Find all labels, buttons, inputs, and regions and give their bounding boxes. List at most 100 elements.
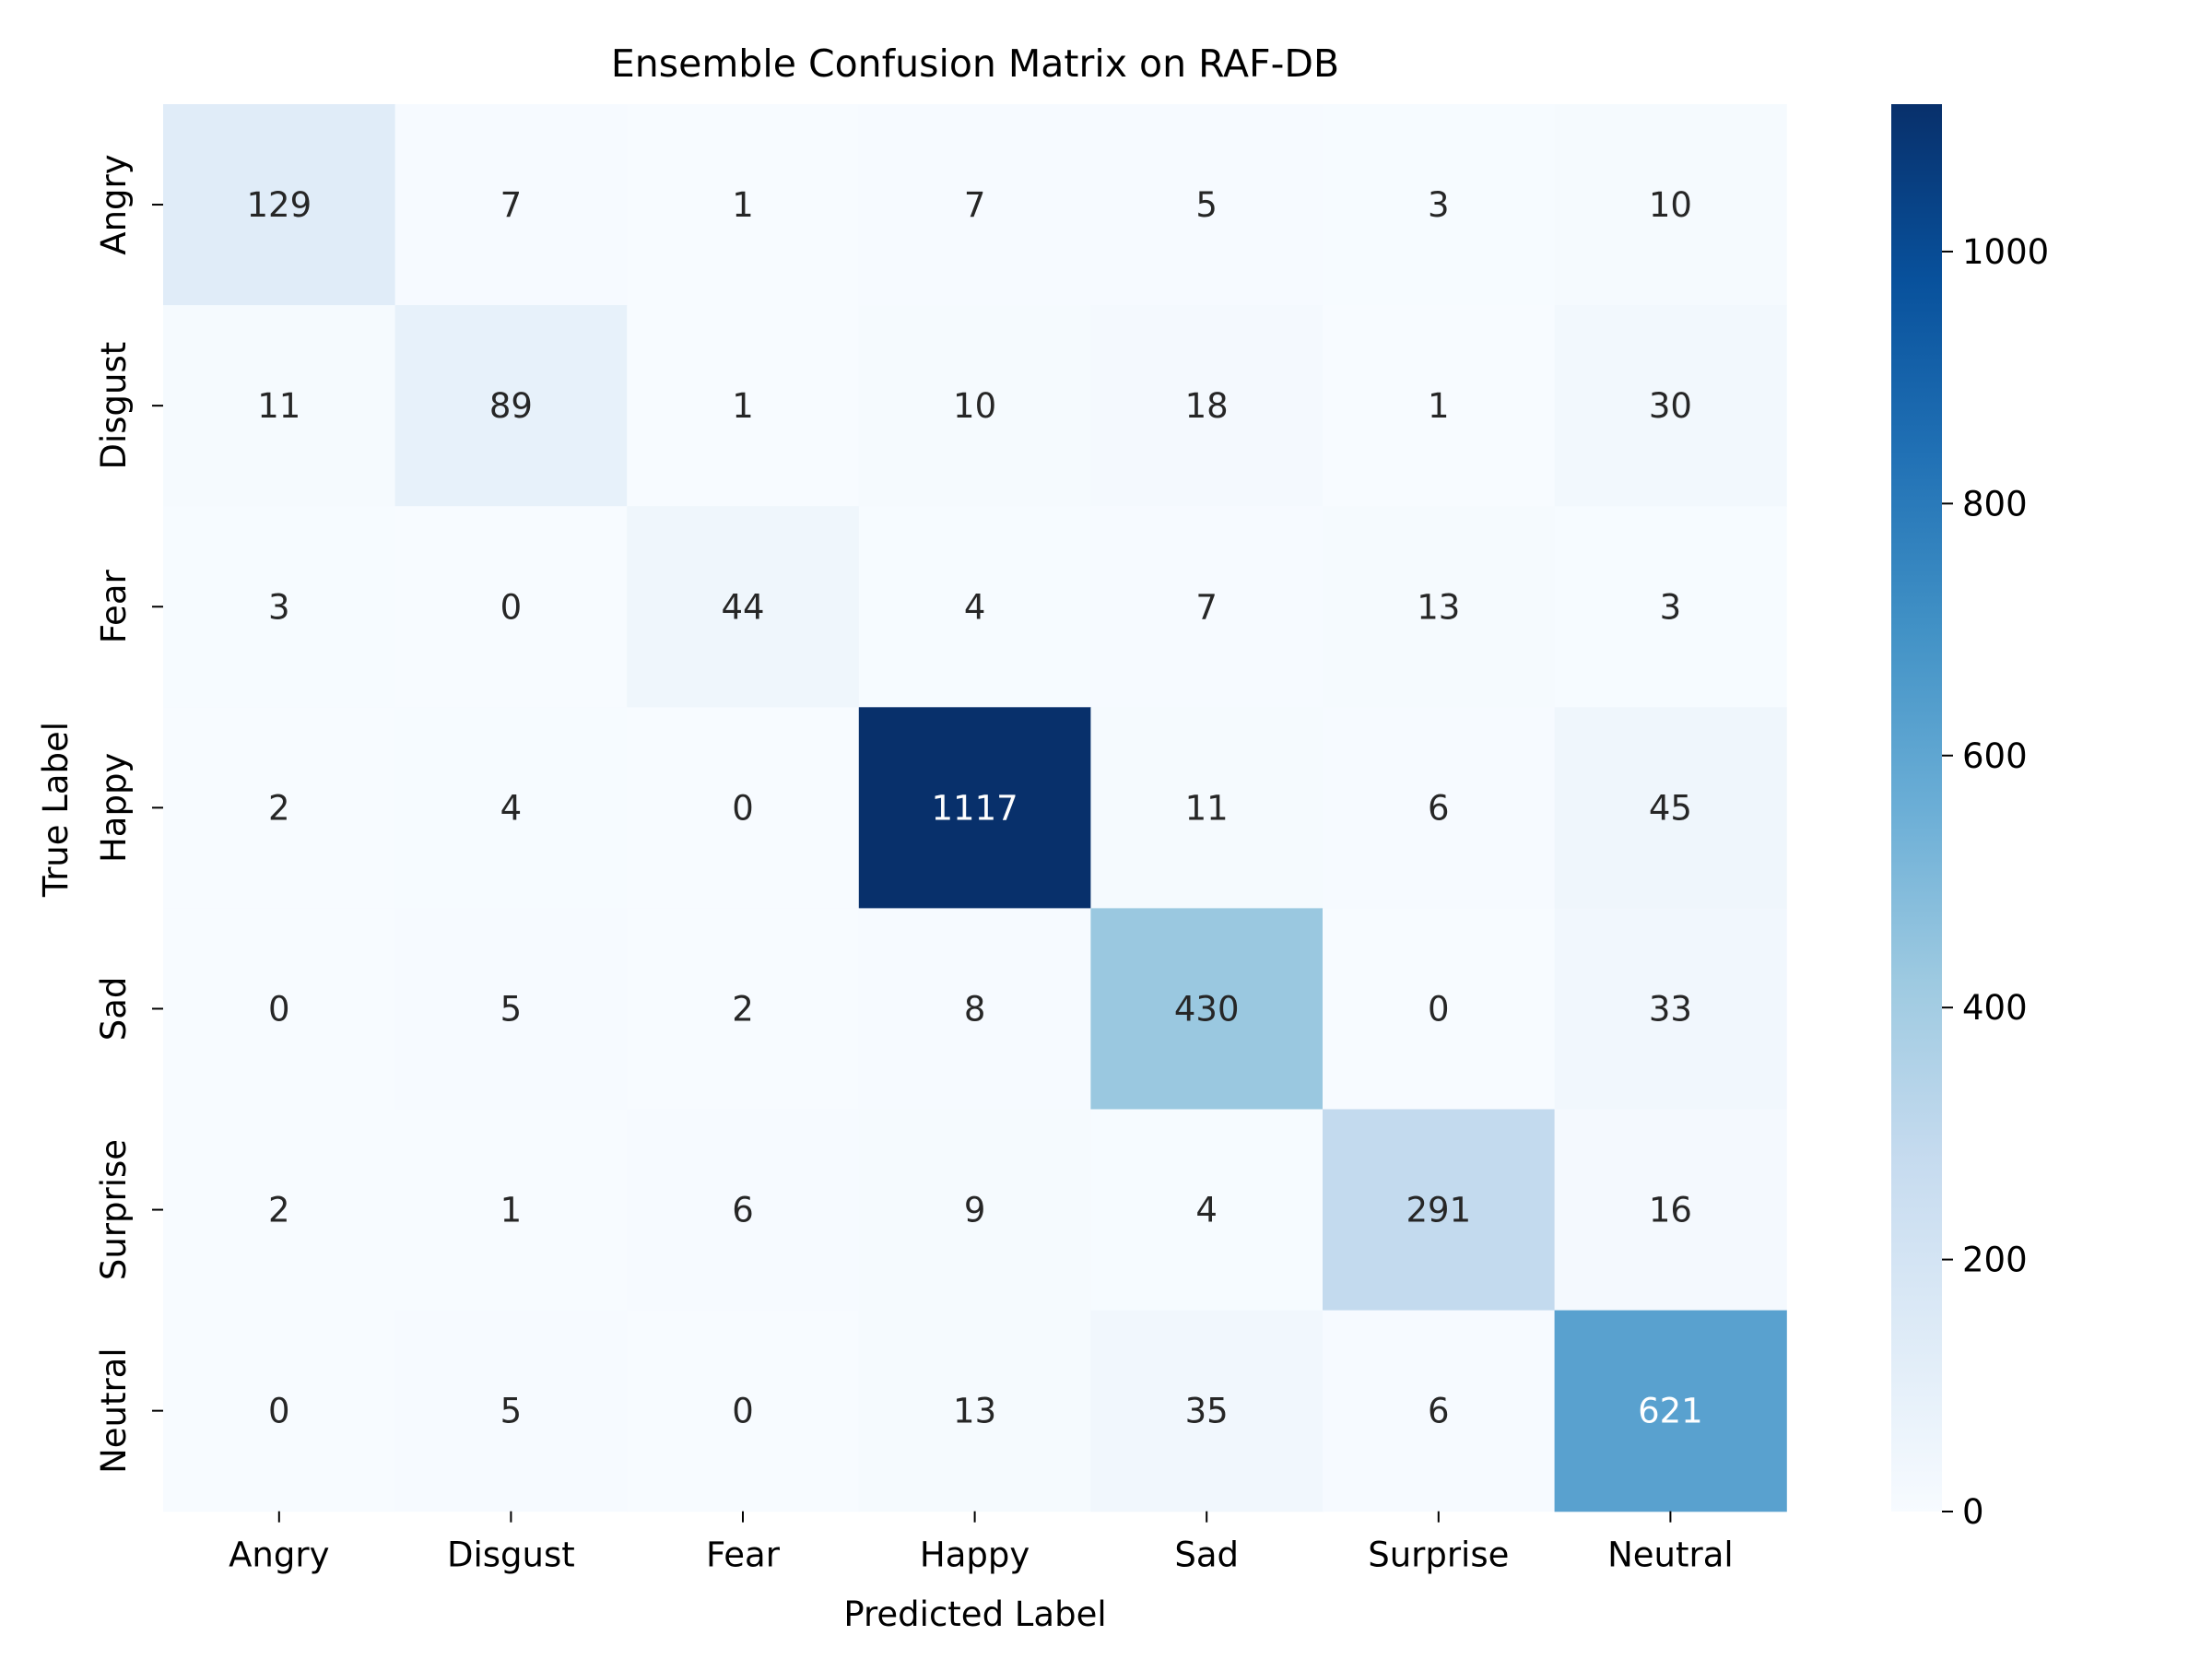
heatmap-cell [163,707,396,909]
cell-value-label: 35 [1185,1392,1229,1431]
heatmap-cell [163,1310,396,1512]
heatmap-cell [1554,707,1787,909]
cell-value-label: 5 [500,1392,523,1431]
heatmap-cell [1554,506,1787,708]
heatmap-cell [858,506,1091,708]
y-tick-label: Disgust [94,342,134,470]
heatmap-cell [1090,908,1324,1111]
heatmap-cell [394,104,628,306]
heatmap-cell [394,1310,628,1512]
y-tick-label: Sad [94,977,134,1041]
heatmap-cell [1323,104,1556,306]
cell-value-label: 18 [1185,386,1229,426]
heatmap-cell [1323,305,1556,507]
cell-value-label: 7 [964,185,986,225]
cell-value-label: 4 [964,587,986,627]
x-tick-label: Disgust [447,1535,575,1575]
cell-value-label: 13 [1417,587,1460,627]
heatmap-cell [1323,1310,1556,1512]
cell-value-label: 9 [964,1191,986,1230]
heatmap-cell [394,305,628,507]
cell-value-label: 6 [732,1191,754,1230]
heatmap-cell [1090,104,1324,306]
colorbar-tick-label: 400 [1962,988,2028,1028]
cell-value-label: 4 [500,788,523,828]
heatmap-cell [394,506,628,708]
heatmap-cell [1323,707,1556,909]
heatmap-cell [1554,1109,1787,1312]
y-tick-label: Surprise [94,1139,134,1280]
heatmap-cell [1090,1310,1324,1512]
heatmap-cell [627,305,860,507]
x-tick-label: Sad [1174,1535,1239,1575]
cell-value-label: 11 [1185,788,1229,828]
heatmap-cell [394,707,628,909]
heatmap-cell [1323,908,1556,1111]
heatmap-cell [1554,908,1787,1111]
cell-value-label: 2 [268,1191,290,1230]
cell-value-label: 10 [953,386,996,426]
colorbar-tick-label: 600 [1962,736,2028,776]
cell-value-label: 1117 [932,788,1018,828]
cell-value-label: 11 [257,386,300,426]
heatmap-cell [627,707,860,909]
heatmap-cell [1554,104,1787,306]
heatmap-cell [627,908,860,1111]
heatmap-cell [1323,1109,1556,1312]
heatmap-cell [163,104,396,306]
y-tick-label: Happy [94,753,134,863]
cell-value-label: 1 [732,386,754,426]
heatmap-cell [858,707,1091,909]
heatmap-cell [1554,305,1787,507]
heatmap-cell [1090,707,1324,909]
heatmap-cell [858,1109,1091,1312]
cell-value-label: 30 [1649,386,1692,426]
heatmap-cell [858,305,1091,507]
heatmap-cell [627,1109,860,1312]
cell-value-label: 10 [1649,185,1692,225]
y-tick-label: Fear [94,570,134,644]
y-axis-label: True Label [36,722,76,898]
cell-value-label: 0 [732,788,754,828]
cell-value-label: 621 [1638,1392,1703,1431]
heatmap-cell [163,908,396,1111]
heatmap-cell [1090,506,1324,708]
colorbar-tick-label: 800 [1962,484,2028,524]
heatmap-cell [394,908,628,1111]
heatmap-cell [1090,305,1324,507]
cell-value-label: 2 [268,788,290,828]
heatmap-cell [1323,506,1556,708]
heatmap-cell [858,1310,1091,1512]
cell-value-label: 5 [500,989,523,1029]
cell-value-label: 13 [953,1392,996,1431]
cell-value-label: 7 [500,185,523,225]
cell-value-label: 0 [500,587,523,627]
x-axis-label: Predicted Label [843,1594,1106,1634]
cell-value-label: 16 [1649,1191,1692,1230]
cell-value-label: 4 [1195,1191,1218,1230]
heatmap-cell [627,1310,860,1512]
x-tick-label: Neutral [1607,1535,1734,1575]
colorbar-tick-label: 0 [1962,1492,1984,1532]
heatmap-cell [627,104,860,306]
cell-value-label: 0 [1428,989,1450,1029]
heatmap-cell [627,506,860,708]
colorbar: 0 200 400 600 800 1000 [1891,104,2049,1532]
cell-value-label: 430 [1174,989,1240,1029]
heatmap-cells [163,104,1787,1512]
cell-value-label: 0 [732,1392,754,1431]
cell-value-label: 3 [1660,587,1682,627]
heatmap-cell [163,1109,396,1312]
cell-value-label: 3 [268,587,290,627]
cell-value-label: 3 [1428,185,1450,225]
heatmap-cell [1554,1310,1787,1512]
cell-value-label: 1 [1428,386,1450,426]
cell-value-label: 1 [500,1191,523,1230]
cell-value-label: 89 [489,386,533,426]
chart-title: Ensemble Confusion Matrix on RAF-DB [611,41,1339,86]
cell-value-label: 44 [721,587,764,627]
heatmap-cell [394,1109,628,1312]
cell-value-label: 1 [732,185,754,225]
